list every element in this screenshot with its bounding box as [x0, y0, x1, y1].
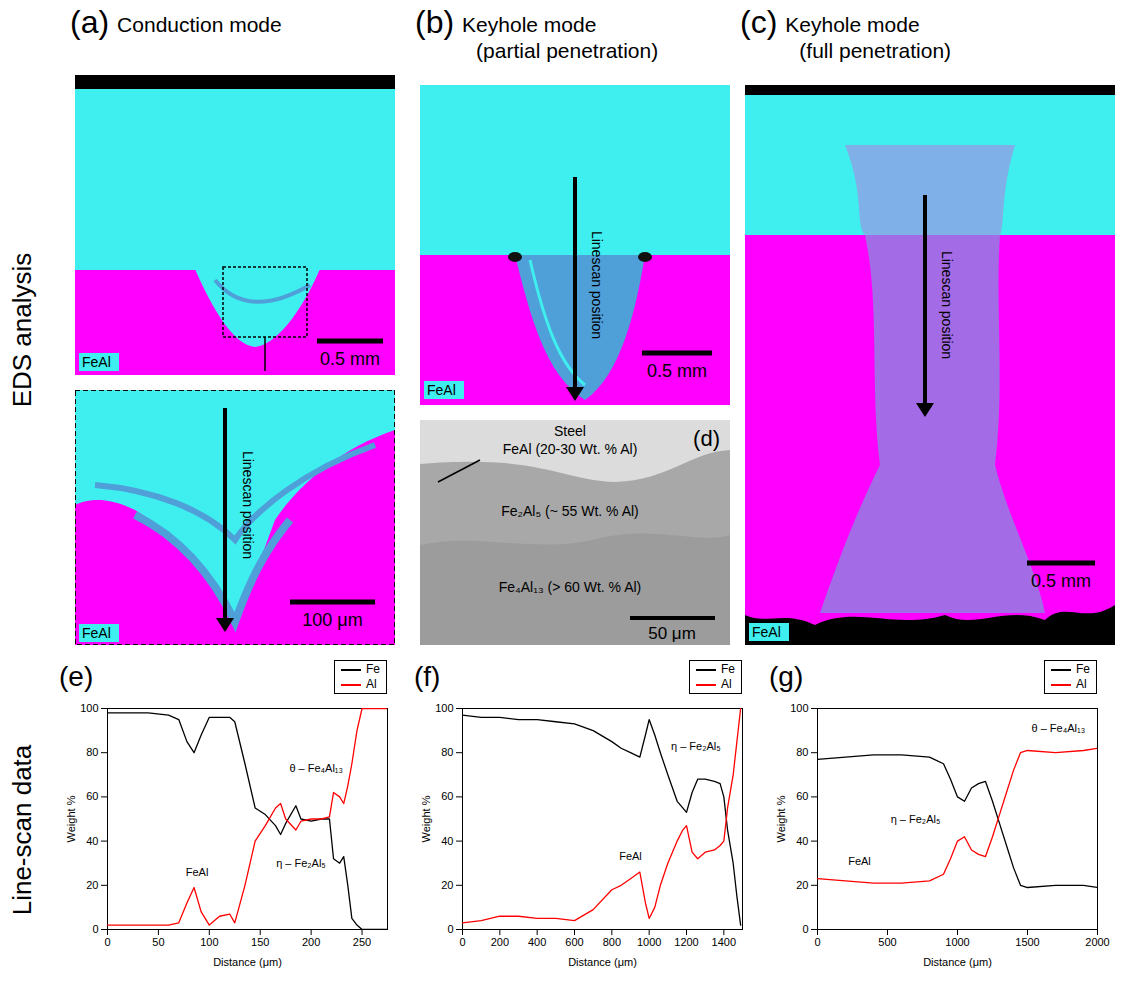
- html-text:(g): (g): [769, 661, 804, 692]
- svg-text:40: 40: [86, 835, 98, 847]
- svg-text:θ – Fe₄Al₁₃: θ – Fe₄Al₁₃: [1031, 722, 1085, 734]
- html-text:(partial penetration): (partial penetration): [476, 39, 659, 62]
- html-text:(f): (f): [414, 661, 441, 692]
- svg-text:0: 0: [459, 936, 465, 948]
- svg-text:FeAl: FeAl: [752, 624, 781, 640]
- svg-text:20: 20: [441, 879, 453, 891]
- svg-text:Fe₂Al₅ (~ 55 Wt. % Al): Fe₂Al₅ (~ 55 Wt. % Al): [501, 503, 639, 519]
- svg-text:η – Fe₂Al₅: η – Fe₂Al₅: [671, 740, 721, 752]
- html-text:Fe: Fe: [1076, 662, 1090, 676]
- svg-text:Fe₄Al₁₃ (> 60 Wt. % Al): Fe₄Al₁₃ (> 60 Wt. % Al): [499, 579, 642, 595]
- svg-text:500: 500: [878, 936, 896, 948]
- svg-text:Distance (μm): Distance (μm): [213, 956, 282, 968]
- html-text:Al: Al: [721, 677, 732, 691]
- svg-text:Distance (μm): Distance (μm): [923, 956, 992, 968]
- svg-text:100: 100: [435, 702, 453, 714]
- svg-text:1000: 1000: [945, 936, 969, 948]
- svg-text:100: 100: [790, 702, 808, 714]
- svg-text:FeAl: FeAl: [186, 866, 209, 878]
- svg-text:100: 100: [200, 936, 218, 948]
- svg-text:Weight %: Weight %: [775, 795, 787, 842]
- html-text:(full penetration): (full penetration): [799, 39, 952, 62]
- svg-text:0.5 mm: 0.5 mm: [320, 349, 380, 369]
- svg-text:1200: 1200: [674, 936, 698, 948]
- svg-text:Steel: Steel: [554, 423, 586, 439]
- svg-text:400: 400: [528, 936, 546, 948]
- html-text:Fe: Fe: [366, 662, 380, 676]
- svg-text:40: 40: [441, 835, 453, 847]
- html-text:Fe: Fe: [721, 662, 735, 676]
- svg-text:θ – Fe₄Al₁₃: θ – Fe₄Al₁₃: [289, 762, 343, 774]
- svg-text:20: 20: [86, 879, 98, 891]
- svg-text:60: 60: [796, 790, 808, 802]
- svg-text:FeAl (20-30 Wt. % Al): FeAl (20-30 Wt. % Al): [503, 441, 638, 457]
- svg-text:η – Fe₂Al₅: η – Fe₂Al₅: [891, 813, 941, 825]
- svg-text:60: 60: [86, 790, 98, 802]
- svg-text:0: 0: [447, 923, 453, 935]
- svg-text:80: 80: [796, 746, 808, 758]
- html-text:(e): (e): [59, 661, 94, 692]
- svg-text:80: 80: [441, 746, 453, 758]
- svg-text:2000: 2000: [1085, 936, 1109, 948]
- svg-text:150: 150: [251, 936, 269, 948]
- html-text:Line-scan data: Line-scan data: [7, 744, 37, 916]
- svg-text:0: 0: [92, 923, 98, 935]
- html-text:(b) Keyhole mode: (b) Keyhole mode: [415, 4, 597, 40]
- svg-text:Distance (μm): Distance (μm): [568, 956, 637, 968]
- svg-text:0: 0: [104, 936, 110, 948]
- svg-text:0.5 mm: 0.5 mm: [647, 361, 707, 381]
- svg-text:100 μm: 100 μm: [302, 610, 362, 630]
- svg-text:Linescan position: Linescan position: [240, 451, 256, 559]
- svg-text:FeAl: FeAl: [82, 354, 111, 370]
- svg-text:60: 60: [441, 790, 453, 802]
- svg-text:50 μm: 50 μm: [648, 624, 696, 643]
- svg-text:Linescan position: Linescan position: [939, 251, 955, 359]
- svg-text:FeAl: FeAl: [848, 855, 871, 867]
- svg-text:Linescan position: Linescan position: [589, 231, 605, 339]
- svg-text:η – Fe₂Al₅: η – Fe₂Al₅: [276, 857, 326, 869]
- html-text:(c) Keyhole mode: (c) Keyhole mode: [740, 4, 920, 40]
- svg-text:100: 100: [80, 702, 98, 714]
- svg-text:80: 80: [86, 746, 98, 758]
- svg-text:250: 250: [353, 936, 371, 948]
- svg-text:0.5 mm: 0.5 mm: [1031, 571, 1091, 591]
- svg-text:40: 40: [796, 835, 808, 847]
- svg-text:(d): (d): [693, 426, 720, 451]
- html-text:Al: Al: [1076, 677, 1087, 691]
- svg-text:20: 20: [796, 879, 808, 891]
- html-text:Al: Al: [366, 677, 377, 691]
- svg-text:FeAl: FeAl: [82, 625, 111, 641]
- svg-text:FeAl: FeAl: [427, 382, 456, 398]
- html-text:(a) Conduction mode: (a) Conduction mode: [70, 4, 282, 40]
- svg-text:200: 200: [491, 936, 509, 948]
- svg-text:600: 600: [565, 936, 583, 948]
- svg-text:1000: 1000: [637, 936, 661, 948]
- svg-text:Weight %: Weight %: [420, 795, 432, 842]
- svg-text:FeAl: FeAl: [619, 850, 642, 862]
- svg-text:Weight %: Weight %: [65, 795, 77, 842]
- svg-text:800: 800: [603, 936, 621, 948]
- svg-text:1400: 1400: [712, 936, 736, 948]
- html-text:EDS analysis: EDS analysis: [7, 252, 37, 408]
- svg-text:1500: 1500: [1015, 936, 1039, 948]
- svg-text:0: 0: [802, 923, 808, 935]
- svg-text:200: 200: [302, 936, 320, 948]
- svg-text:50: 50: [152, 936, 164, 948]
- svg-text:0: 0: [814, 936, 820, 948]
